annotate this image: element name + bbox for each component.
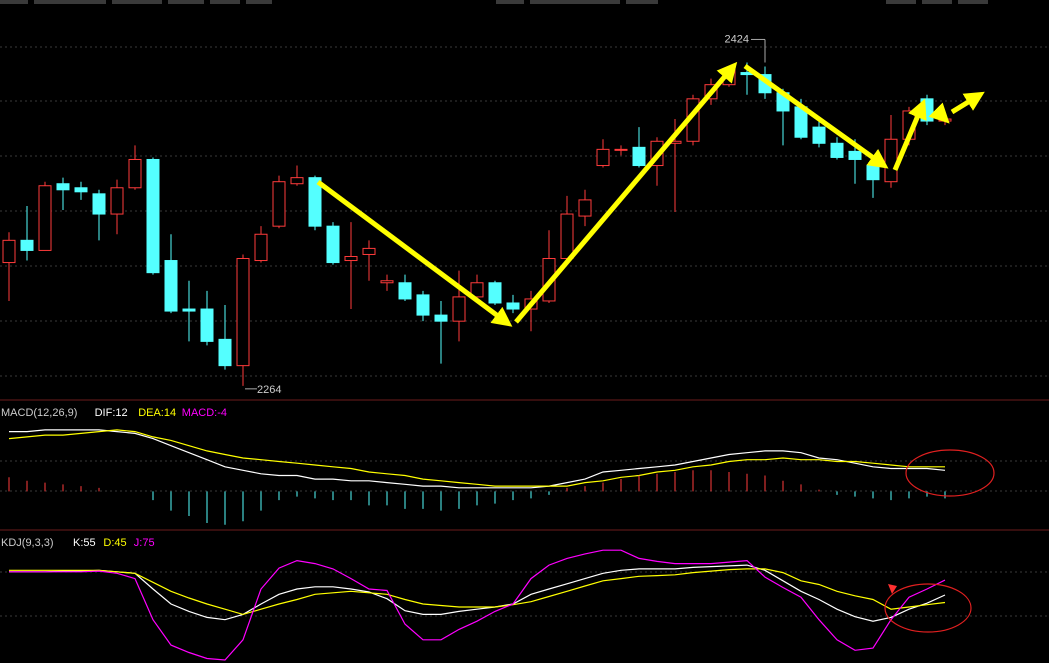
candle-body xyxy=(290,177,304,185)
candle-body xyxy=(182,308,196,312)
candle-body xyxy=(326,225,340,264)
candle-body xyxy=(614,148,628,151)
arrow xyxy=(892,98,927,171)
candle-body xyxy=(470,282,484,298)
candle-body xyxy=(164,260,178,312)
indicator-line xyxy=(8,429,945,487)
candle-body xyxy=(308,177,322,227)
candle-body xyxy=(344,255,358,262)
indicator-line xyxy=(9,549,946,661)
candle-body xyxy=(596,148,610,167)
indicator-line xyxy=(9,429,946,489)
tab[interactable] xyxy=(958,0,988,4)
legend-entry: DIF:12 xyxy=(95,407,128,419)
indicator-line xyxy=(9,568,946,616)
candle-body xyxy=(884,138,898,183)
candle-body xyxy=(866,165,880,181)
toolbar xyxy=(0,0,988,4)
candle-body xyxy=(56,183,70,191)
tab[interactable] xyxy=(922,0,952,4)
tab[interactable] xyxy=(496,0,524,4)
candle-body xyxy=(200,308,214,342)
candle-body xyxy=(128,158,142,189)
candle-body xyxy=(146,158,160,274)
arrow xyxy=(743,63,889,169)
candle-body xyxy=(488,282,502,304)
indicator-title: KDJ(9,3,3) xyxy=(1,537,54,549)
candle-body xyxy=(92,193,106,215)
tab[interactable] xyxy=(626,0,658,4)
candle-body xyxy=(848,150,862,160)
candle-body xyxy=(380,280,394,284)
legend-entry: DEA:14 xyxy=(138,407,176,419)
highlight-ellipse xyxy=(884,583,972,633)
candle-body xyxy=(38,185,52,251)
annotation-label: 2424 xyxy=(725,33,749,45)
candle-body xyxy=(830,142,844,158)
candle-body xyxy=(398,282,412,300)
candle-body xyxy=(272,181,286,227)
candle-body xyxy=(2,239,16,264)
candle-body xyxy=(578,199,592,217)
indicator-line xyxy=(9,564,946,622)
candle-body xyxy=(20,239,34,251)
candle-body xyxy=(218,338,232,367)
candle-body xyxy=(236,258,250,367)
candle-body xyxy=(362,247,376,255)
arrow xyxy=(950,91,985,115)
candle-body xyxy=(452,296,466,322)
marker-triangle xyxy=(888,584,897,594)
annotation-label: 2264 xyxy=(257,384,281,396)
candle-body xyxy=(506,302,520,310)
legend-entry: J:75 xyxy=(134,537,155,549)
trend-arrows xyxy=(316,61,985,327)
tab[interactable] xyxy=(112,0,162,4)
candle-body xyxy=(560,213,574,260)
highlight-ellipse xyxy=(905,449,995,497)
legend-entry: MACD:-4 xyxy=(182,407,227,419)
grid xyxy=(0,46,1049,617)
candle-body xyxy=(110,187,124,215)
candle-body xyxy=(254,233,268,262)
candle-body xyxy=(416,294,430,316)
candle-body xyxy=(632,146,646,167)
tab[interactable] xyxy=(210,0,240,4)
indicator-title: MACD(12,26,9) xyxy=(1,407,77,419)
legend-entry: K:55 xyxy=(73,537,96,549)
tab[interactable] xyxy=(168,0,204,4)
candle-body xyxy=(938,118,952,122)
arrow xyxy=(514,61,738,324)
tab[interactable] xyxy=(0,0,28,4)
tab[interactable] xyxy=(34,0,106,4)
arrow xyxy=(928,102,950,124)
arrow xyxy=(316,179,513,327)
legend-entry: D:45 xyxy=(103,537,126,549)
tab[interactable] xyxy=(886,0,916,4)
candle-body xyxy=(74,187,88,193)
candle-body xyxy=(812,126,826,144)
tab[interactable] xyxy=(246,0,272,4)
candle-body xyxy=(434,314,448,322)
tab[interactable] xyxy=(530,0,620,4)
